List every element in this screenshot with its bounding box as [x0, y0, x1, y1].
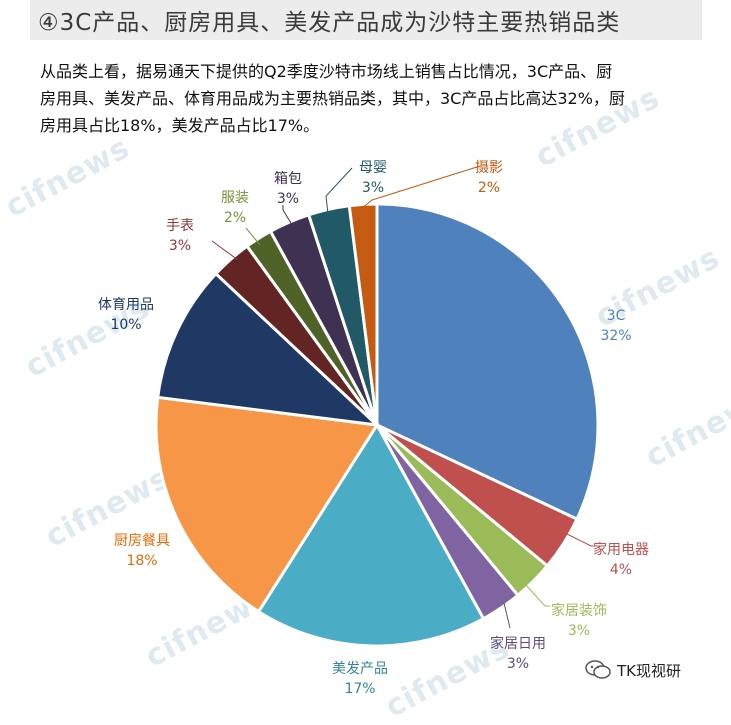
slice-value-label: 2% — [224, 210, 246, 226]
slice-value-label: 2% — [478, 180, 500, 196]
paragraph-line: 房用具占比18%，美发产品占比17%。 — [40, 116, 320, 135]
leader-line — [245, 227, 261, 246]
pie-slice — [347, 202, 379, 426]
leader-line — [325, 167, 353, 215]
slice-label: 箱包 — [274, 171, 302, 187]
slice-label: 美发产品 — [332, 661, 388, 677]
pie-slice — [375, 202, 600, 522]
intro-paragraph: 从品类上看，据易通天下提供的Q2季度沙特市场线上销售占比情况，3C产品、厨 房用… — [40, 58, 720, 139]
slice-value-label: 3% — [277, 191, 299, 207]
pie-slice — [256, 422, 486, 648]
slice-value-label: 3% — [507, 656, 529, 672]
leader-line — [562, 531, 606, 547]
pie-slice — [154, 395, 380, 614]
paragraph-line: 从品类上看，据易通天下提供的Q2季度沙特市场线上销售占比情况，3C产品、厨 — [40, 62, 613, 81]
pie-slice — [156, 271, 382, 428]
slice-label: 3C — [607, 308, 626, 324]
pie-chart: 3C 32% 家用电器 4% 家居装饰 3% 家居日用 3% 美发产品 17% 厨房餐具 18% 体育用… — [98, 160, 649, 697]
page-title: ④3C产品、厨房用具、美发产品成为沙特主要热销品类 — [38, 10, 621, 36]
slice-label: 家用电器 — [593, 541, 649, 558]
leader-line — [503, 602, 511, 629]
slice-label: 家居装饰 — [551, 602, 607, 619]
slice-value-label: 3% — [169, 238, 191, 254]
slice-value-label: 3% — [568, 623, 590, 639]
pie-chart-svg: 3C 32% 家用电器 4% 家居装饰 3% 家居日用 3% 美发产品 17% 厨房餐具 18% 体育用… — [98, 160, 649, 697]
slice-label: 手表 — [166, 218, 194, 234]
slice-label: 摄影 — [475, 160, 503, 176]
slice-label: 体育用品 — [98, 297, 154, 313]
slice-label: 家居日用 — [490, 635, 546, 652]
leader-line — [524, 583, 550, 607]
paragraph-line: 房用具、美发产品、体育用品成为主要热销品类，其中，3C产品占比高达32%，厨 — [40, 89, 625, 108]
slice-value-label: 10% — [110, 317, 141, 333]
title-bar: ④3C产品、厨房用具、美发产品成为沙特主要热销品类 — [30, 0, 702, 40]
leader-line — [360, 165, 481, 210]
wechat-icon — [585, 660, 611, 680]
slice-value-label: 32% — [600, 328, 631, 344]
slice-value-label: 17% — [344, 681, 375, 697]
slice-value-label: 3% — [362, 180, 384, 196]
slice-value-label: 4% — [610, 562, 632, 578]
wechat-badge: TK现视研 — [585, 656, 681, 684]
slice-label: 厨房餐具 — [114, 533, 170, 549]
slice-label: 母婴 — [359, 160, 387, 176]
slice-label: 服装 — [221, 190, 249, 206]
slice-value-label: 18% — [126, 553, 157, 569]
leader-line — [282, 205, 292, 224]
wechat-account: TK现视研 — [617, 661, 681, 680]
leader-line — [211, 240, 239, 261]
